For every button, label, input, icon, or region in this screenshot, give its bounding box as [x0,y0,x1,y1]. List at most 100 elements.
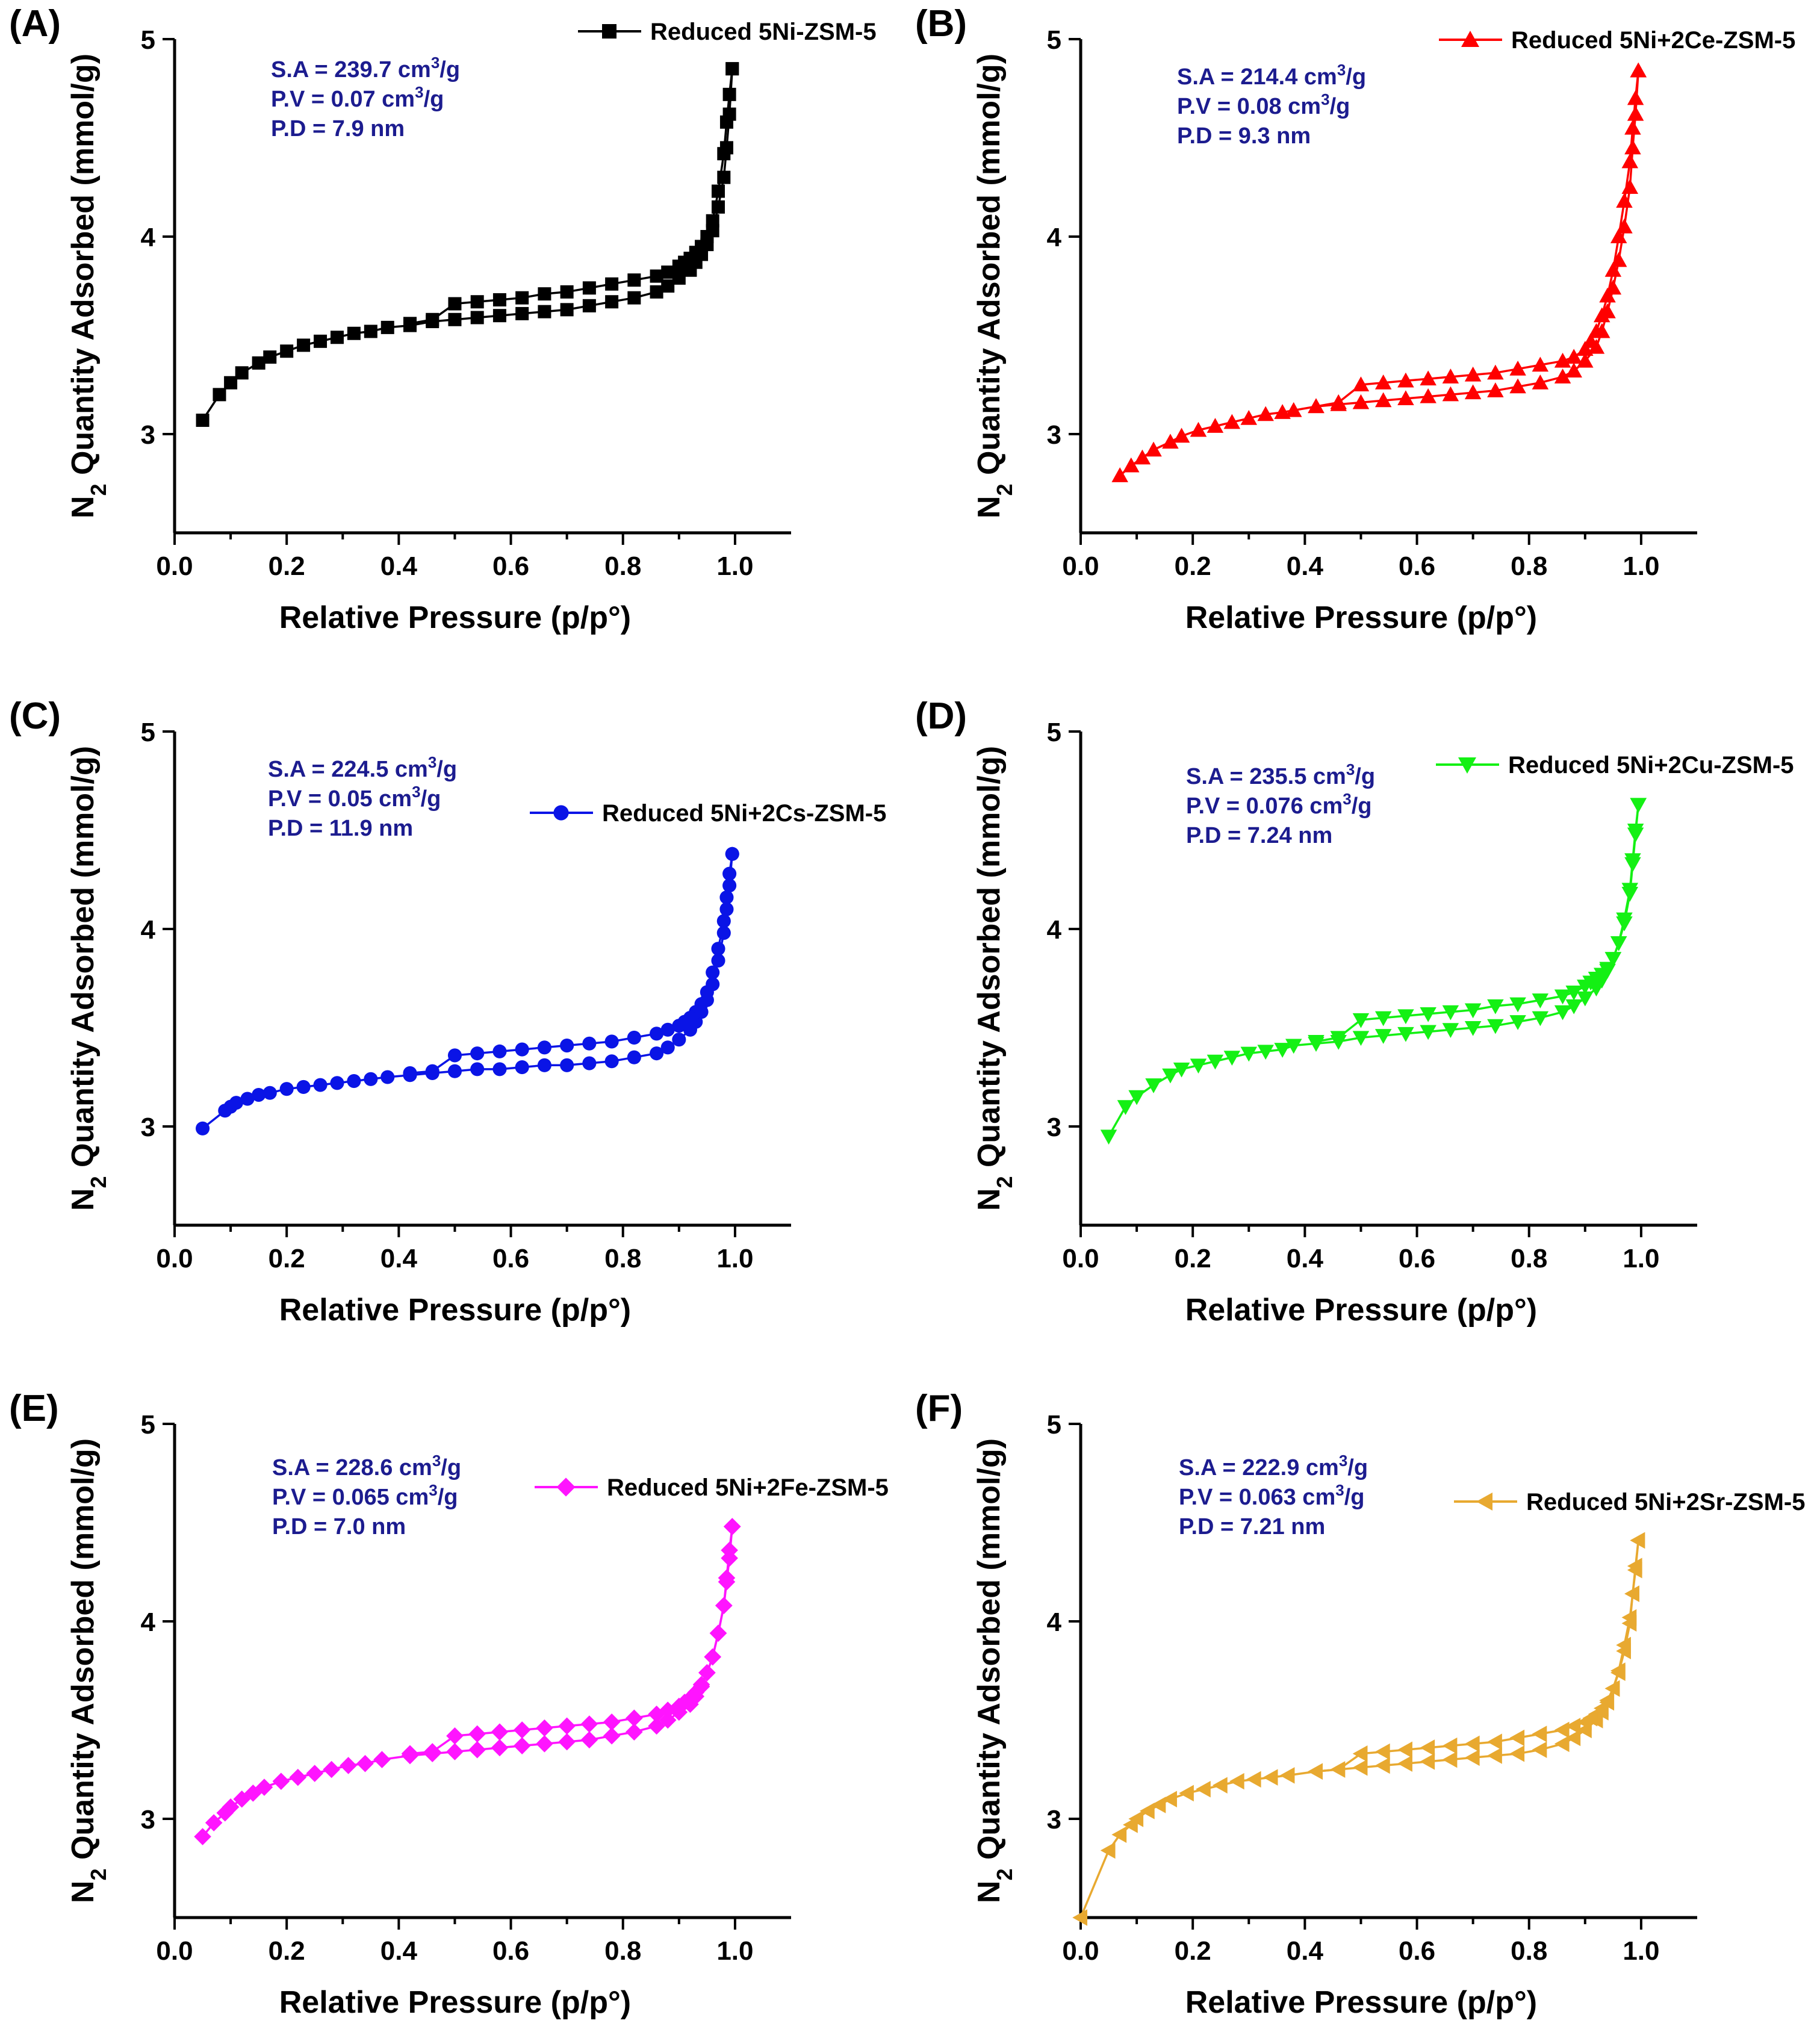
desorption-point [515,291,529,305]
desorption-point [1330,1761,1345,1778]
x-tick-label: 0.6 [492,1936,529,1966]
x-tick-label: 0.2 [269,551,305,581]
x-tick-label: 0.2 [1175,1936,1211,1966]
x-tick-label: 0.6 [492,551,529,581]
adsorption-point [364,1072,377,1086]
desorption-point [538,1040,551,1054]
y-tick-label: 3 [1047,1805,1061,1834]
desorption-point [1616,193,1633,208]
adsorption-point [538,1058,551,1072]
desorption-point [424,1743,441,1760]
adsorption-point [1624,140,1641,155]
annotation-line: S.A = 222.9 cm3/g [1179,1452,1368,1480]
x-tick-label: 0.8 [604,1244,641,1273]
adsorption-point [605,295,618,308]
desorption-point [722,867,736,881]
desorption-point [491,1723,509,1741]
x-tick-label: 0.6 [1399,1936,1435,1966]
x-axis-title: Relative Pressure (p/p°) [1185,600,1537,635]
adsorption-point [661,1040,675,1054]
adsorption-point [196,414,210,427]
desorption-point [1610,936,1627,951]
adsorption-point [1280,1767,1295,1784]
desorption-point [538,287,551,300]
adsorption-point [1263,1769,1278,1786]
y-axis-title: N2 Quantity Adsorbed (mmol/g) [972,746,1017,1211]
x-tick-label: 0.0 [156,551,193,581]
adsorption-point [491,1739,509,1757]
x-axis-title: Relative Pressure (p/p°) [1185,1985,1537,2020]
adsorption-point [280,1082,294,1096]
adsorption-point [356,1755,374,1772]
desorption-point [711,942,725,955]
x-tick-label: 0.4 [380,1936,418,1966]
desorption-point [704,1648,721,1666]
adsorption-point [581,1732,598,1749]
adsorption-point [280,344,293,358]
x-tick-label: 0.6 [1399,1244,1435,1273]
x-tick-label: 0.6 [492,1244,529,1273]
y-axis-title: N2 Quantity Adsorbed (mmol/g) [972,54,1017,518]
adsorption-point [627,1051,641,1064]
x-tick-label: 1.0 [1623,1936,1659,1966]
adsorption-point [471,311,484,324]
legend: Reduced 5Ni+2Cu-ZSM-5 [1436,752,1794,778]
x-tick-label: 0.6 [1399,551,1435,581]
adsorption-point [273,1772,290,1790]
adsorption-point [719,902,733,916]
adsorption-point [290,1769,307,1786]
x-tick-label: 0.8 [1511,1244,1547,1273]
legend-label: Reduced 5Ni+2Cu-ZSM-5 [1508,752,1794,778]
desorption-point [561,285,574,299]
adsorption-point [470,1062,484,1076]
desorption-point [1630,63,1647,78]
desorption-point [725,847,739,861]
x-axis-title: Relative Pressure (p/p°) [1185,1293,1537,1328]
annotation-line: P.D = 7.21 nm [1179,1514,1325,1539]
x-tick-label: 0.2 [269,1936,305,1966]
annotation-line: P.D = 7.9 nm [271,116,405,141]
legend: Reduced 5Ni-ZSM-5 [578,19,877,45]
x-tick-label: 0.4 [380,1244,418,1273]
adsorption-point [263,1086,277,1100]
x-tick-label: 0.4 [1287,551,1324,581]
x-tick-label: 1.0 [716,1244,753,1273]
y-tick-label: 3 [141,1805,155,1834]
annotation-line: P.V = 0.065 cm3/g [272,1481,458,1510]
adsorption-point [627,291,641,305]
desorption-point [712,185,725,198]
annotation-line: S.A = 214.4 cm3/g [1177,61,1366,90]
desorption-point [1353,1013,1370,1028]
legend-marker [1476,1493,1492,1511]
desorption-point [723,88,736,101]
desorption-point [426,313,439,326]
desorption-point [1375,1744,1390,1760]
adsorption-point [605,1054,619,1068]
annotation-line: S.A = 224.5 cm3/g [268,753,457,782]
desorption-point [1465,1736,1480,1753]
desorption-point [1624,120,1641,135]
adsorption-point [381,321,394,334]
adsorption-point [1117,1100,1134,1115]
adsorption-point [313,1078,327,1092]
adsorption-point [560,1058,574,1072]
desorption-point [719,890,733,904]
desorption-point [626,1709,643,1727]
adsorption-point [722,878,736,892]
desorption-point [471,295,484,308]
x-axis-title: Relative Pressure (p/p°) [279,600,631,635]
adsorption-point [1375,1757,1390,1774]
y-tick-label: 3 [1047,1113,1061,1142]
desorption-point [706,966,719,980]
adsorption-point [1487,1747,1502,1764]
y-tick-label: 5 [141,1410,155,1440]
x-tick-label: 0.2 [1175,1244,1211,1273]
adsorption-point [712,200,725,214]
chart-panel-d: (D) 0.0 0.2 0.4 0.6 0.8 1.0 3 4 5 Relative Pressur… [915,695,1794,1328]
desorption-line [410,69,732,323]
adsorption-point [330,1076,344,1090]
adsorption-point [583,299,596,312]
adsorption-point [1162,1069,1179,1084]
desorption-point [1420,1739,1435,1756]
adsorption-point [323,1761,340,1778]
